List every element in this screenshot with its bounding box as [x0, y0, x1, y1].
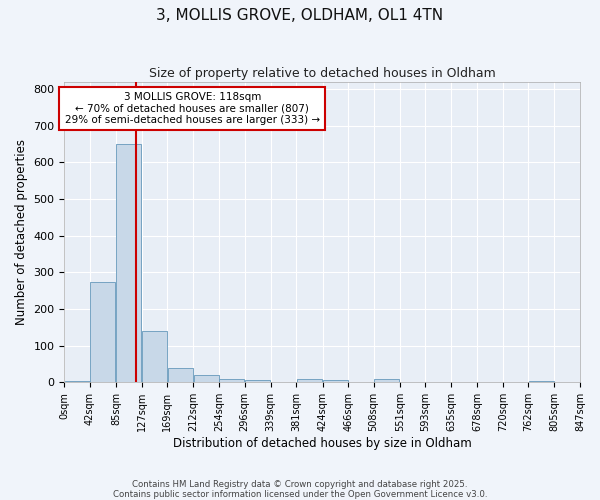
X-axis label: Distribution of detached houses by size in Oldham: Distribution of detached houses by size … — [173, 437, 472, 450]
Text: Contains HM Land Registry data © Crown copyright and database right 2025.
Contai: Contains HM Land Registry data © Crown c… — [113, 480, 487, 499]
Bar — [296, 380, 322, 382]
Bar — [116, 144, 142, 382]
Y-axis label: Number of detached properties: Number of detached properties — [15, 139, 28, 325]
Text: 3 MOLLIS GROVE: 118sqm
← 70% of detached houses are smaller (807)
29% of semi-de: 3 MOLLIS GROVE: 118sqm ← 70% of detached… — [65, 92, 320, 125]
Title: Size of property relative to detached houses in Oldham: Size of property relative to detached ho… — [149, 68, 496, 80]
Bar — [65, 380, 90, 382]
Bar — [323, 380, 348, 382]
Bar — [245, 380, 270, 382]
Bar — [167, 368, 193, 382]
Bar — [142, 331, 167, 382]
Bar — [529, 380, 554, 382]
Bar — [90, 282, 115, 382]
Bar — [374, 380, 399, 382]
Text: 3, MOLLIS GROVE, OLDHAM, OL1 4TN: 3, MOLLIS GROVE, OLDHAM, OL1 4TN — [157, 8, 443, 22]
Bar — [194, 375, 219, 382]
Bar — [219, 378, 244, 382]
